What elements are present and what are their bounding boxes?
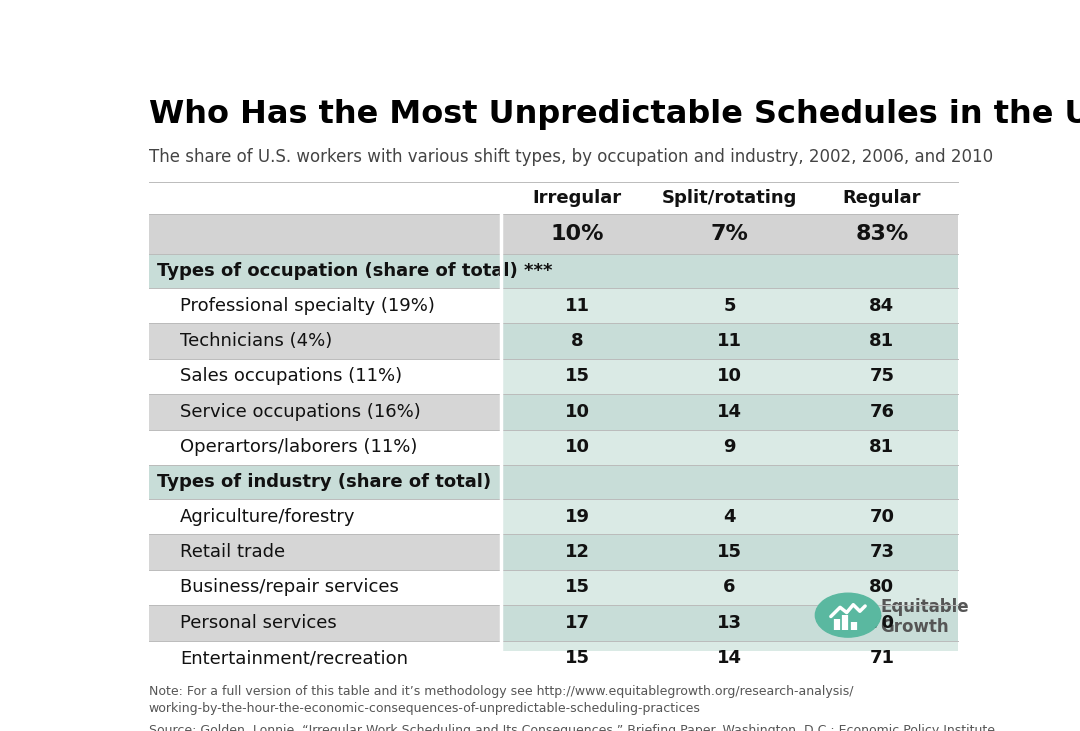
Text: 11: 11: [565, 297, 590, 314]
Text: Service occupations (16%): Service occupations (16%): [180, 403, 421, 421]
Text: Who Has the Most Unpredictable Schedules in the United States?: Who Has the Most Unpredictable Schedules…: [149, 99, 1080, 129]
Bar: [501, 288, 958, 323]
Text: 9: 9: [724, 439, 735, 456]
Bar: [501, 534, 958, 569]
Text: 10: 10: [717, 368, 742, 385]
Bar: [149, 499, 501, 534]
Text: Agriculture/forestry: Agriculture/forestry: [180, 507, 355, 526]
Text: Irregular: Irregular: [532, 189, 622, 207]
Bar: [501, 465, 958, 499]
Text: 83%: 83%: [855, 224, 908, 244]
Text: Split/rotating: Split/rotating: [662, 189, 797, 207]
Text: 19: 19: [565, 507, 590, 526]
Bar: [149, 569, 501, 605]
Bar: [501, 254, 958, 288]
Text: 6: 6: [724, 578, 735, 596]
Text: Business/repair services: Business/repair services: [180, 578, 399, 596]
Text: 17: 17: [565, 614, 590, 632]
Circle shape: [815, 594, 880, 637]
Text: 73: 73: [869, 543, 894, 561]
Bar: [149, 214, 501, 254]
Bar: [149, 465, 501, 499]
Text: Types of industry (share of total): Types of industry (share of total): [157, 473, 490, 491]
Text: 4: 4: [724, 507, 735, 526]
Text: 7%: 7%: [711, 224, 748, 244]
Bar: [149, 640, 501, 676]
Text: 15: 15: [565, 578, 590, 596]
Text: Equitable: Equitable: [880, 599, 969, 616]
Text: 10: 10: [565, 439, 590, 456]
Text: 14: 14: [717, 403, 742, 421]
Text: 10: 10: [565, 403, 590, 421]
Bar: [149, 288, 501, 323]
Text: 80: 80: [869, 578, 894, 596]
Text: Personal services: Personal services: [180, 614, 337, 632]
Bar: [149, 394, 501, 430]
Text: 10%: 10%: [551, 224, 604, 244]
Bar: [149, 182, 958, 214]
Bar: [149, 323, 501, 359]
Bar: [149, 534, 501, 569]
Text: 13: 13: [717, 614, 742, 632]
Text: 70: 70: [869, 507, 894, 526]
Text: 11: 11: [717, 332, 742, 350]
Bar: [149, 359, 501, 394]
Text: Note: For a full version of this table and it’s methodology see http://www.equit: Note: For a full version of this table a…: [149, 685, 853, 715]
Text: 76: 76: [869, 403, 894, 421]
Text: Professional specialty (19%): Professional specialty (19%): [180, 297, 435, 314]
Text: 70: 70: [869, 614, 894, 632]
Text: Entertainment/recreation: Entertainment/recreation: [180, 649, 408, 667]
Text: 12: 12: [565, 543, 590, 561]
Bar: [149, 605, 501, 640]
Bar: [501, 499, 958, 534]
Bar: [501, 640, 958, 676]
Bar: [501, 323, 958, 359]
Bar: [501, 605, 958, 640]
Text: Sales occupations (11%): Sales occupations (11%): [180, 368, 402, 385]
Text: 15: 15: [717, 543, 742, 561]
Text: 5: 5: [724, 297, 735, 314]
Text: Source: Golden, Lonnie. “Irregular Work Scheduling and Its Consequences.” Briefi: Source: Golden, Lonnie. “Irregular Work …: [149, 724, 999, 731]
Text: 15: 15: [565, 649, 590, 667]
Bar: [149, 254, 501, 288]
Text: 84: 84: [869, 297, 894, 314]
Text: Growth: Growth: [880, 618, 949, 637]
Text: 8: 8: [571, 332, 583, 350]
Text: 75: 75: [869, 368, 894, 385]
Text: 15: 15: [565, 368, 590, 385]
Bar: [501, 430, 958, 465]
Text: 14: 14: [717, 649, 742, 667]
Text: Technicians (4%): Technicians (4%): [180, 332, 333, 350]
Text: Operartors/laborers (11%): Operartors/laborers (11%): [180, 439, 417, 456]
Bar: [149, 430, 501, 465]
Text: 81: 81: [869, 332, 894, 350]
Bar: [501, 214, 958, 254]
Text: The share of U.S. workers with various shift types, by occupation and industry, : The share of U.S. workers with various s…: [149, 148, 994, 166]
Bar: [501, 569, 958, 605]
Bar: [501, 394, 958, 430]
Text: 81: 81: [869, 439, 894, 456]
Text: Types of occupation (share of total) ***: Types of occupation (share of total) ***: [157, 262, 552, 280]
Text: Regular: Regular: [842, 189, 921, 207]
Text: Retail trade: Retail trade: [180, 543, 285, 561]
Text: 71: 71: [869, 649, 894, 667]
Bar: [501, 359, 958, 394]
